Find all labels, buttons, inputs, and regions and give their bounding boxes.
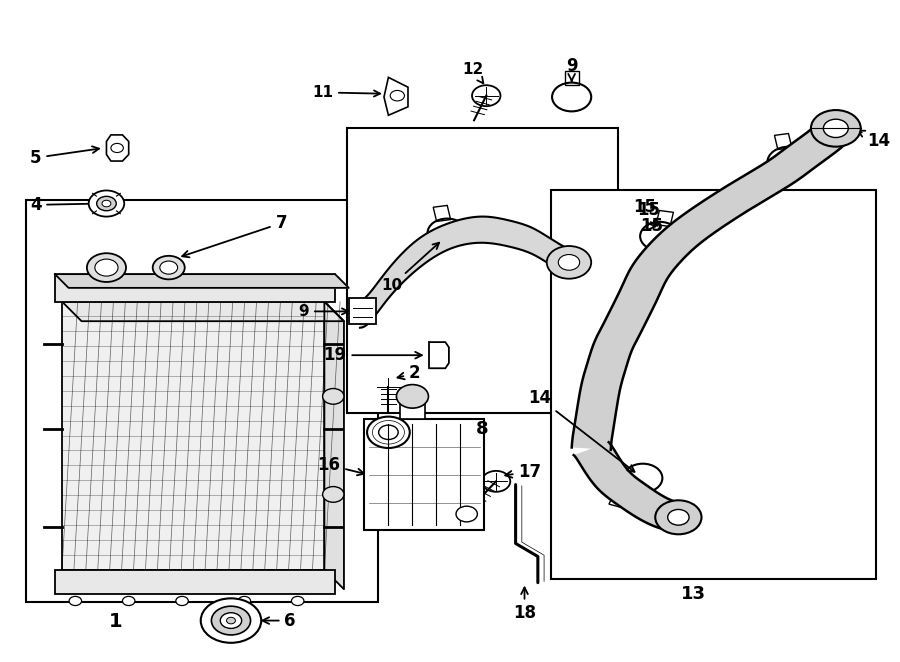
Text: 15: 15 [633, 198, 657, 226]
Circle shape [153, 256, 184, 279]
Circle shape [238, 596, 250, 606]
Bar [349, 299, 376, 324]
Text: 3: 3 [396, 432, 420, 461]
Circle shape [201, 598, 261, 643]
Text: 9: 9 [566, 58, 578, 81]
Polygon shape [360, 216, 569, 328]
Text: 13: 13 [681, 585, 706, 604]
Text: 5: 5 [30, 146, 99, 167]
Circle shape [122, 596, 135, 606]
Text: 11: 11 [312, 85, 380, 100]
Text: 15: 15 [637, 201, 661, 219]
Bar [433, 205, 451, 221]
Text: 9: 9 [299, 304, 348, 319]
Text: 6: 6 [263, 612, 296, 630]
Text: 16: 16 [318, 456, 364, 475]
Text: 15: 15 [640, 217, 663, 236]
Text: 2: 2 [398, 365, 420, 383]
Text: 17: 17 [505, 463, 542, 481]
Bar [656, 211, 673, 226]
Circle shape [227, 617, 236, 624]
Circle shape [87, 253, 126, 282]
Circle shape [69, 596, 82, 606]
Circle shape [379, 425, 398, 440]
Polygon shape [384, 77, 408, 115]
Circle shape [391, 91, 404, 101]
Text: 10: 10 [382, 243, 439, 293]
Bar [400, 397, 425, 419]
Polygon shape [106, 135, 129, 161]
Circle shape [96, 197, 116, 211]
Circle shape [322, 389, 344, 404]
Circle shape [111, 144, 123, 152]
Circle shape [292, 596, 304, 606]
Circle shape [102, 201, 111, 207]
Circle shape [220, 613, 242, 628]
Bar [364, 419, 484, 530]
Circle shape [176, 596, 188, 606]
Text: 8: 8 [476, 420, 489, 438]
Bar [55, 569, 335, 594]
Circle shape [212, 606, 250, 635]
Circle shape [655, 500, 701, 534]
Bar [609, 491, 629, 508]
Circle shape [367, 416, 410, 448]
Circle shape [160, 261, 177, 274]
Circle shape [456, 506, 477, 522]
Text: 18: 18 [513, 587, 536, 622]
Bar [62, 302, 324, 569]
Polygon shape [573, 442, 687, 530]
Text: 14: 14 [528, 389, 634, 472]
Polygon shape [62, 302, 344, 321]
Circle shape [374, 376, 402, 397]
Bar [26, 201, 378, 602]
Text: 1: 1 [109, 612, 122, 632]
Circle shape [558, 254, 580, 270]
Circle shape [482, 471, 510, 492]
Polygon shape [324, 302, 344, 589]
Bar [551, 191, 876, 579]
Polygon shape [572, 120, 851, 449]
Bar [55, 274, 335, 302]
Bar [564, 71, 579, 85]
Text: 4: 4 [30, 196, 97, 214]
Circle shape [546, 246, 591, 279]
Circle shape [811, 110, 860, 147]
Circle shape [668, 510, 689, 525]
Circle shape [396, 385, 428, 408]
Circle shape [472, 85, 500, 106]
Text: 12: 12 [463, 62, 483, 83]
Circle shape [89, 191, 124, 216]
Text: 19: 19 [323, 346, 422, 364]
Circle shape [824, 119, 849, 138]
Text: 14: 14 [858, 130, 890, 150]
Circle shape [94, 259, 118, 276]
Circle shape [322, 487, 344, 502]
Polygon shape [55, 274, 348, 288]
Bar [775, 134, 792, 150]
Text: 7: 7 [182, 214, 287, 258]
Bar [346, 128, 618, 412]
